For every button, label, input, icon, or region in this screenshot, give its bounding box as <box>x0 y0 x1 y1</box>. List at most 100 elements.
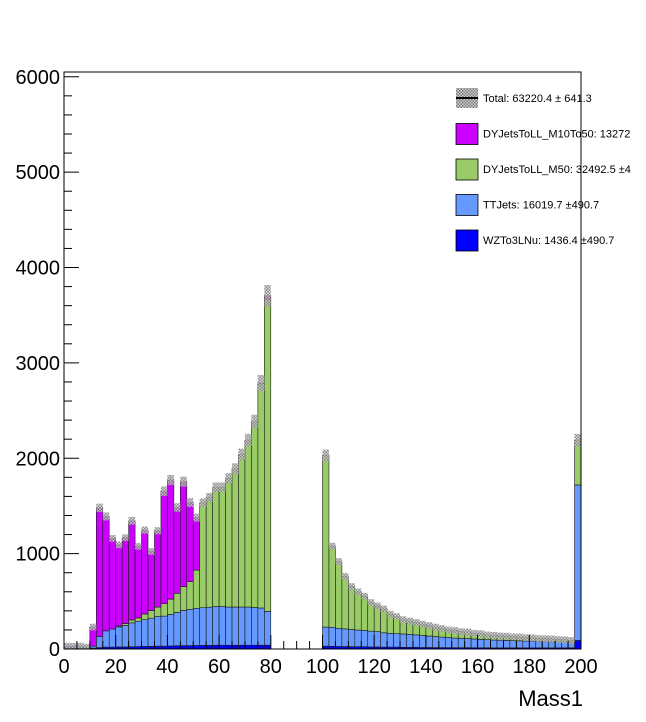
x-tick-label: 60 <box>208 656 230 678</box>
x-tick-label: 40 <box>156 656 178 678</box>
bar-TTJets-65 <box>483 639 491 649</box>
bar-DYJetsToLL_M50-46 <box>360 595 369 631</box>
band-bin-69 <box>509 633 517 641</box>
x-tick-label: 0 <box>58 656 69 678</box>
bar-TTJets-75 <box>548 641 556 649</box>
bar-DYJetsToLL_M50-48 <box>373 605 381 632</box>
bar-TTJets-79 <box>574 484 582 641</box>
bar-DYJetsToLL_M50-16 <box>167 598 175 615</box>
band-bin-51 <box>393 613 401 620</box>
band-bin-43 <box>341 573 349 580</box>
bar-WZTo3LNu-23 <box>212 644 220 650</box>
bar-TTJets-11 <box>134 620 142 647</box>
bar-TTJets-22 <box>205 606 213 646</box>
bar-DYJetsToLL_M50-18 <box>180 586 188 611</box>
bar-TTJets-13 <box>147 617 155 647</box>
bar-TTJets-54 <box>412 634 420 648</box>
bar-TTJets-7 <box>108 628 117 648</box>
band-bin-74 <box>542 635 549 643</box>
band-bin-20 <box>193 513 200 522</box>
band-bin-23 <box>212 482 220 493</box>
bar-TTJets-19 <box>186 609 194 646</box>
bar-WZTo3LNu-18 <box>180 645 188 650</box>
band-bin-16 <box>167 474 174 486</box>
bar-DYJetsToLL_M10To50-10 <box>128 520 136 621</box>
bar-DYJetsToLL_M50-15 <box>160 603 168 617</box>
bar-DYJetsToLL_M50-24 <box>218 487 226 607</box>
bar-DYJetsToLL_M50-40 <box>322 455 330 628</box>
bar-DYJetsToLL_M10To50-5 <box>96 507 104 637</box>
band-bin-46 <box>361 592 368 600</box>
band-bin-0 <box>64 642 71 649</box>
bar-TTJets-55 <box>419 635 427 648</box>
band-bin-1 <box>70 642 77 649</box>
band-bin-66 <box>490 631 497 639</box>
bar-TTJets-67 <box>496 639 504 649</box>
band-bin-61 <box>458 628 465 635</box>
bar-DYJetsToLL_M50-30 <box>257 383 265 609</box>
bar-TTJets-69 <box>509 640 517 649</box>
bar-TTJets-63 <box>470 638 478 649</box>
bar-TTJets-16 <box>167 614 175 647</box>
band-bin-55 <box>419 620 426 628</box>
bar-TTJets-5 <box>96 636 104 648</box>
bar-DYJetsToLL_M50-45 <box>354 591 362 631</box>
bar-TTJets-6 <box>102 630 110 648</box>
band-bin-12 <box>141 526 149 534</box>
band-bin-6 <box>102 512 110 521</box>
band-bin-42 <box>335 558 342 565</box>
bar-DYJetsToLL_M50-31 <box>264 299 272 612</box>
x-tick-label: 160 <box>461 656 494 678</box>
bar-WZTo3LNu-21 <box>199 645 207 650</box>
band-bin-70 <box>516 633 523 641</box>
bar-TTJets-74 <box>541 641 549 649</box>
band-bin-54 <box>412 619 420 626</box>
band-bin-65 <box>484 631 491 639</box>
band-bin-15 <box>160 486 168 496</box>
band-bin-59 <box>445 626 452 634</box>
bar-DYJetsToLL_M10To50-7 <box>108 538 117 630</box>
bar-TTJets-48 <box>373 631 381 648</box>
legend: Total: 63220.4 ± 641.3 DYJetsToLL_M10To50… <box>455 88 631 252</box>
y-tick-label: 0 <box>49 639 60 661</box>
bar-DYJetsToLL_M50-29 <box>251 421 259 608</box>
bar-TTJets-68 <box>503 640 511 649</box>
bar-WZTo3LNu-30 <box>257 644 265 650</box>
bar-DYJetsToLL_M50-44 <box>348 586 356 630</box>
bar-TTJets-47 <box>367 630 375 648</box>
bar-TTJets-27 <box>238 606 246 646</box>
bar-DYJetsToLL_M50-12 <box>141 613 149 621</box>
band-bin-26 <box>232 463 239 475</box>
bar-DYJetsToLL_M10To50-11 <box>134 546 142 619</box>
bar-DYJetsToLL_M50-21 <box>199 502 207 609</box>
band-bin-68 <box>503 632 510 640</box>
bar-DYJetsToLL_M50-43 <box>341 576 349 630</box>
bar-DYJetsToLL_M50-22 <box>205 497 213 608</box>
band-bin-57 <box>432 623 439 631</box>
bar-TTJets-45 <box>354 629 362 648</box>
y-tick-label: 3000 <box>16 353 61 375</box>
legend-swatch-WZTo3LNu <box>455 229 479 252</box>
bar-DYJetsToLL_M10To50-12 <box>141 529 149 615</box>
bar-TTJets-18 <box>180 610 188 646</box>
bar-TTJets-50 <box>386 632 394 648</box>
bar-DYJetsToLL_M10To50-13 <box>147 551 155 611</box>
bar-WZTo3LNu-28 <box>244 644 252 650</box>
bar-TTJets-72 <box>528 640 537 649</box>
bar-TTJets-20 <box>192 607 201 646</box>
bar-DYJetsToLL_M50-79 <box>574 439 582 486</box>
bar-DYJetsToLL_M10To50-15 <box>160 490 168 604</box>
band-bin-18 <box>180 476 187 487</box>
band-bin-5 <box>96 503 103 513</box>
bar-DYJetsToLL_M50-26 <box>231 468 239 608</box>
bar-WZTo3LNu-26 <box>231 644 239 650</box>
bar-DYJetsToLL_M50-23 <box>212 487 220 607</box>
bar-TTJets-14 <box>154 616 162 647</box>
bar-WZTo3LNu-19 <box>186 645 194 650</box>
x-axis-ticks: 0 20 40 60 80 100 120 140 160 180 200 <box>58 635 598 678</box>
band-bin-11 <box>135 543 142 550</box>
band-bin-76 <box>555 636 562 643</box>
band-bin-41 <box>328 542 336 550</box>
band-bin-31 <box>264 285 271 307</box>
y-axis-ticks: 0 1000 2000 3000 4000 5000 6000 <box>16 67 79 661</box>
